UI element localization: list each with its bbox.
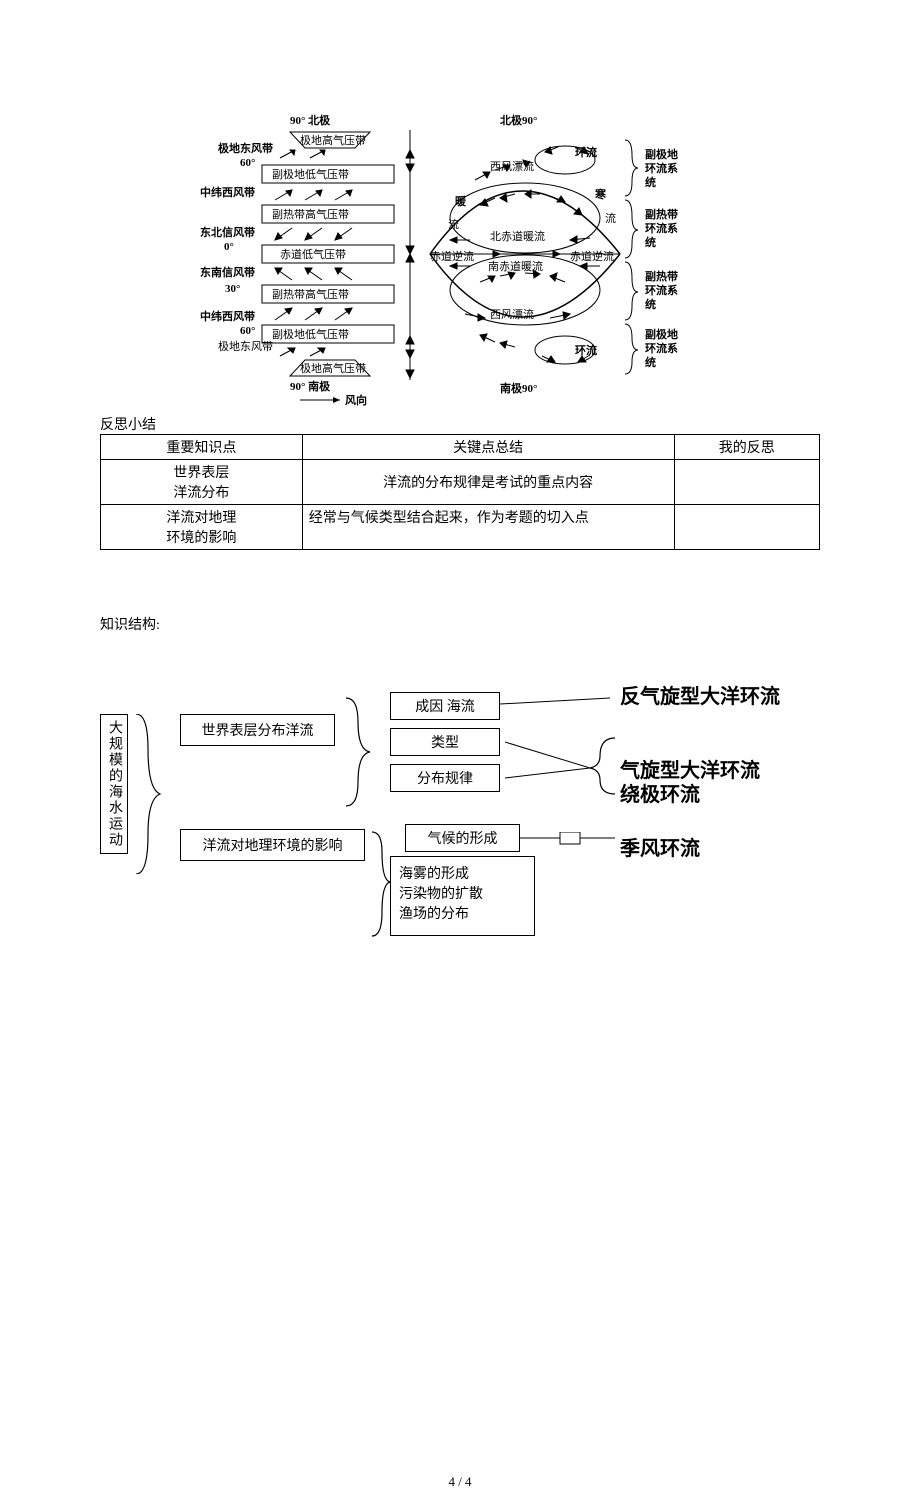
summary-title: 反思小结 [100,414,920,434]
sub1a-box: 成因 海流 [390,692,500,720]
page-footer: 4 / 4 [0,1474,920,1490]
legend-wind: 风向 [345,393,367,407]
header-col3: 我的反思 [674,435,819,460]
sub2b: 海雾的形成 [399,863,469,883]
sys-1a: 副极地 [645,147,678,161]
label-sp: 南极90° [500,381,537,395]
sys-3c: 统 [645,297,656,311]
lat-30s: 30° [225,283,240,295]
sys-2c: 统 [645,235,656,249]
row2-col2: 经常与气候类型结合起来，作为考题的切入点 [302,505,674,550]
sys-4c: 统 [645,355,656,369]
warm-label: 暖 [455,194,467,208]
cold-label: 寒 [594,187,607,201]
sub2a-box: 气候的形成 [405,824,520,852]
structure-title: 知识结构: [100,614,920,634]
label-np: 北极90° [500,113,537,127]
summary-table: 重要知识点 关键点总结 我的反思 世界表层 洋流分布 洋流的分布规律是考试的重点… [100,434,820,550]
lat-60n: 60° [240,157,255,169]
label-90n: 90° 北极 [290,113,331,127]
zone-polar-easterlies-n: 极地东风带 [218,141,273,155]
sys-1c: 统 [645,175,656,189]
sub1b-box: 类型 [390,728,500,756]
zone-ne-trades: 东北信风带 [200,225,255,239]
root-box: 大规模的海水运动 [100,714,128,854]
table-header-row: 重要知识点 关键点总结 我的反思 [101,435,820,460]
cc-right: 赤道逆流 [570,249,614,263]
right1-label: 反气旋型大洋环流 [620,680,820,709]
belt-subpolar-low-s: 副极地低气压带 [272,327,349,341]
header-col1: 重要知识点 [101,435,303,460]
sys-4a: 副极地 [645,327,678,341]
row2-col3 [674,505,819,550]
atmospheric-ocean-diagram: 90° 北极 极地高气压带 极地东风带 60° 副极地低气压带 中纬西风带 [0,110,920,410]
drift-nw: 西风漂流 [490,159,534,173]
zone-se-trades: 东南信风带 [200,265,255,279]
liu-right: 流 [605,211,616,225]
n-eq-current: 北赤道暖流 [490,229,545,243]
belt-equator-low: 赤道低气压带 [280,247,346,261]
belt-subtrop-high-n: 副热带高气压带 [272,207,349,221]
sys-2b: 环流系 [645,221,678,235]
sys-3b: 环流系 [645,283,678,297]
zone-polar-easterlies-s: 极地东风带 [218,339,273,353]
zone-westerlies-s: 中纬西风带 [200,309,255,323]
drift-sw: 西风漂流 [490,307,534,321]
sub2d: 渔场的分布 [399,903,469,923]
branch2-box: 洋流对地理环境的影响 [180,829,365,861]
row2-col1: 洋流对地理 环境的影响 [101,505,303,550]
gyre-sw: 环流 [575,343,597,357]
row1-col1: 世界表层 洋流分布 [101,460,303,505]
sys-2a: 副热带 [645,207,678,221]
belt-polar-high-s: 极地高气压带 [300,361,366,375]
sub2-list: 海雾的形成 污染物的扩散 渔场的分布 [390,856,535,936]
belt-polar-high-n: 极地高气压带 [300,133,366,147]
table-row: 洋流对地理 环境的影响 经常与气候类型结合起来，作为考题的切入点 [101,505,820,550]
gyre-nw: 环流 [575,145,597,159]
branch1-box: 世界表层分布洋流 [180,714,335,746]
right3-label: 绕极环流 [620,778,700,807]
sub1c-box: 分布规律 [390,764,500,792]
table-row: 世界表层 洋流分布 洋流的分布规律是考试的重点内容 [101,460,820,505]
lat-60s: 60° [240,325,255,337]
zone-westerlies-n: 中纬西风带 [200,185,255,199]
sys-3a: 副热带 [645,269,678,283]
belt-subpolar-low-n: 副极地低气压带 [272,167,349,181]
right4-label: 季风环流 [620,832,700,861]
sys-4b: 环流系 [645,341,678,355]
label-90s: 90° 南极 [290,379,331,393]
row1-col2: 洋流的分布规律是考试的重点内容 [302,460,674,505]
structure-diagram: 大规模的海水运动 世界表层分布洋流 洋流对地理环境的影响 成因 海流 类型 分布… [60,674,880,974]
cc-left: 赤道逆流 [430,249,474,263]
row1-col3 [674,460,819,505]
sys-1b: 环流系 [645,161,678,175]
header-col2: 关键点总结 [302,435,674,460]
sub2c: 污染物的扩散 [399,883,483,903]
lat-0: 0° [224,241,234,253]
belt-subtrop-high-s: 副热带高气压带 [272,287,349,301]
liu-left: 流 [448,217,459,231]
